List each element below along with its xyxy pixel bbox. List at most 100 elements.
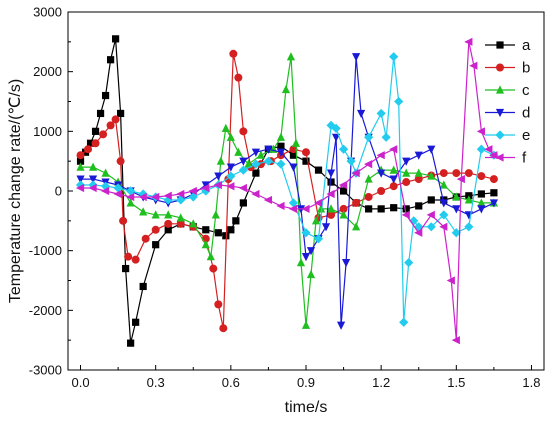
data-point-b — [141, 234, 150, 243]
legend-label: d — [522, 105, 530, 122]
x-axis-title: time/s — [285, 399, 328, 416]
data-point-a — [96, 109, 105, 118]
x-tick-label: 1.5 — [447, 375, 465, 390]
data-point-f — [138, 192, 147, 202]
y-tick-label: 3000 — [33, 5, 62, 20]
data-point-b — [111, 115, 120, 124]
data-point-f — [469, 61, 478, 70]
legend-item-c: c — [485, 82, 530, 99]
data-point-d — [427, 145, 436, 154]
data-point-b — [414, 175, 423, 184]
data-point-d — [251, 148, 260, 157]
data-point-c — [76, 162, 85, 171]
data-point-f — [426, 210, 435, 219]
data-point-a — [101, 91, 110, 100]
data-point-d — [326, 169, 336, 178]
data-point-f — [439, 222, 448, 231]
data-point-f — [188, 186, 197, 196]
legend-label: c — [522, 82, 530, 99]
x-tick-label: 0.9 — [297, 375, 315, 390]
data-point-f — [201, 183, 210, 193]
data-point-b — [234, 73, 243, 82]
data-point-c — [101, 168, 110, 177]
data-point-c — [256, 150, 266, 159]
y-tick-label: 0 — [55, 184, 62, 199]
data-point-e — [381, 132, 391, 142]
data-point-d — [452, 205, 461, 214]
data-point-a — [127, 339, 135, 347]
data-point-b — [99, 130, 108, 139]
data-point-f — [338, 180, 348, 190]
data-point-c — [206, 252, 215, 261]
data-point-f — [251, 189, 260, 199]
data-point-a — [327, 178, 335, 186]
data-point-e — [263, 156, 274, 166]
data-point-c — [244, 159, 253, 168]
data-point-c — [311, 216, 321, 225]
data-point-f — [75, 183, 85, 193]
data-point-d — [414, 151, 423, 160]
data-point-f — [213, 180, 222, 190]
data-point-c — [211, 210, 220, 219]
data-point-f — [263, 195, 273, 205]
x-tick-label: 0.0 — [71, 375, 89, 390]
data-point-f — [226, 182, 235, 191]
data-point-a — [202, 226, 210, 234]
data-point-a — [122, 264, 130, 273]
data-point-b — [164, 219, 173, 228]
data-point-c — [286, 52, 296, 61]
data-point-b — [452, 169, 461, 178]
data-point-e — [476, 144, 486, 154]
data-point-a — [415, 202, 423, 210]
data-point-b — [439, 169, 448, 178]
data-point-c — [201, 240, 210, 249]
data-point-d — [214, 172, 223, 181]
data-point-c — [88, 162, 98, 171]
legend-item-a: a — [485, 37, 531, 54]
data-point-f — [301, 204, 310, 213]
data-point-c — [151, 210, 160, 219]
data-point-f — [389, 145, 398, 154]
data-point-a — [252, 169, 260, 177]
data-point-d — [341, 259, 351, 268]
data-point-a — [132, 318, 140, 326]
data-point-c — [216, 156, 225, 165]
data-point-d — [226, 163, 235, 172]
data-point-c — [414, 168, 423, 177]
data-point-c — [276, 132, 286, 141]
data-point-d — [306, 247, 316, 256]
data-point-d — [289, 163, 298, 172]
data-point-f — [313, 198, 323, 208]
data-point-a — [477, 190, 485, 198]
data-point-f — [446, 276, 455, 285]
data-point-b — [339, 204, 348, 213]
series-line-e — [80, 56, 495, 323]
x-tick-label: 0.6 — [222, 375, 240, 390]
data-point-e — [288, 198, 299, 208]
data-point-b — [364, 192, 373, 201]
data-point-e — [426, 222, 436, 232]
data-point-f — [326, 189, 335, 199]
x-axis-ticks: 0.0 0.3 0.6 0.9 1.2 1.5 1.8 — [71, 365, 541, 390]
data-point-e — [238, 165, 248, 175]
legend-marker — [495, 85, 505, 94]
data-point-f — [238, 183, 247, 193]
data-point-e — [331, 123, 341, 133]
data-point-c — [296, 258, 306, 267]
data-point-d — [276, 148, 286, 157]
data-point-b — [176, 219, 185, 228]
data-point-c — [464, 195, 473, 204]
data-point-b — [131, 255, 140, 264]
data-point-a — [377, 205, 385, 213]
data-point-f — [484, 145, 493, 154]
data-point-d — [439, 199, 448, 208]
data-point-c — [427, 171, 436, 180]
data-point-b — [76, 151, 85, 160]
data-point-e — [376, 108, 386, 119]
data-point-f — [376, 151, 385, 160]
data-point-d — [477, 205, 486, 214]
x-tick-label: 1.8 — [522, 375, 540, 390]
data-point-e — [451, 228, 461, 238]
data-point-f — [351, 169, 360, 178]
data-point-a — [390, 204, 398, 212]
